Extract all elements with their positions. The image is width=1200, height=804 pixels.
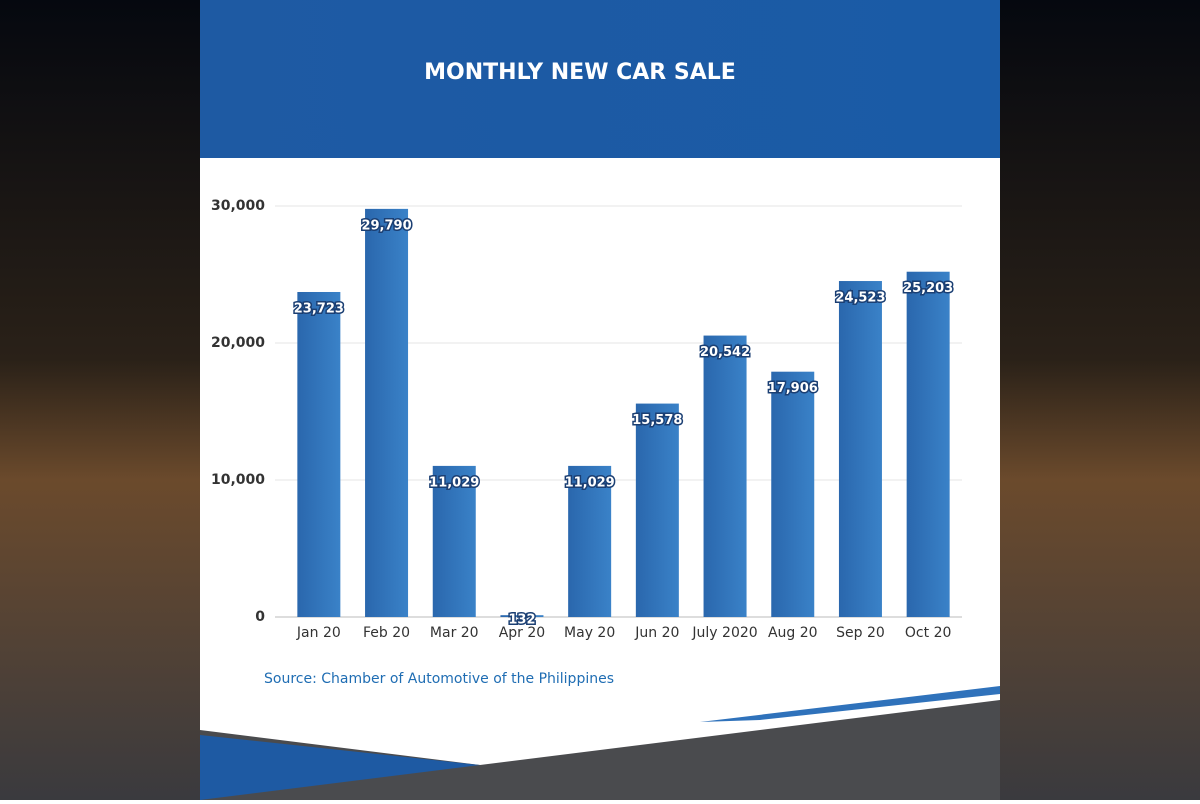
data-label: 25,203 (903, 281, 953, 296)
x-tick-label: Aug 20 (768, 625, 818, 641)
chart-title: MONTHLY NEW CAR SALE (424, 60, 736, 85)
bar (703, 335, 747, 617)
x-tick-label: Apr 20 (499, 625, 545, 641)
y-tick-label: 10,000 (211, 472, 265, 488)
x-tick-label: May 20 (564, 625, 615, 641)
y-tick-label: 0 (255, 609, 265, 625)
bar (432, 465, 476, 617)
data-label: 17,906 (768, 381, 818, 396)
x-tick-label: Jan 20 (296, 625, 341, 641)
x-tick-label: Jun 20 (634, 625, 679, 641)
bar (635, 403, 679, 617)
data-label: 23,723 (294, 301, 344, 316)
data-label: 24,523 (835, 291, 885, 306)
bar (771, 371, 815, 617)
x-tick-label: Mar 20 (430, 625, 479, 641)
x-tick-label: July 2020 (691, 625, 757, 641)
bar (906, 271, 950, 617)
footer-stripe (700, 686, 1000, 722)
bar (838, 281, 882, 617)
source-note: Source: Chamber of Automotive of the Phi… (264, 671, 614, 687)
header (200, 0, 1000, 158)
data-label: 20,542 (700, 345, 750, 360)
x-tick-label: Oct 20 (905, 625, 951, 641)
data-label: 29,790 (361, 218, 411, 233)
data-label: 15,578 (632, 413, 682, 428)
bar (297, 291, 341, 617)
bar (500, 615, 544, 617)
footer-blue (200, 735, 480, 800)
y-tick-label: 20,000 (211, 335, 265, 351)
x-tick-label: Feb 20 (363, 625, 410, 641)
bar (365, 208, 409, 617)
x-tick-label: Sep 20 (836, 625, 885, 641)
data-label: 11,029 (429, 475, 479, 490)
y-tick-label: 30,000 (211, 198, 265, 214)
bar (568, 465, 612, 617)
data-label: 11,029 (565, 475, 615, 490)
data-label: 132 (508, 613, 535, 628)
